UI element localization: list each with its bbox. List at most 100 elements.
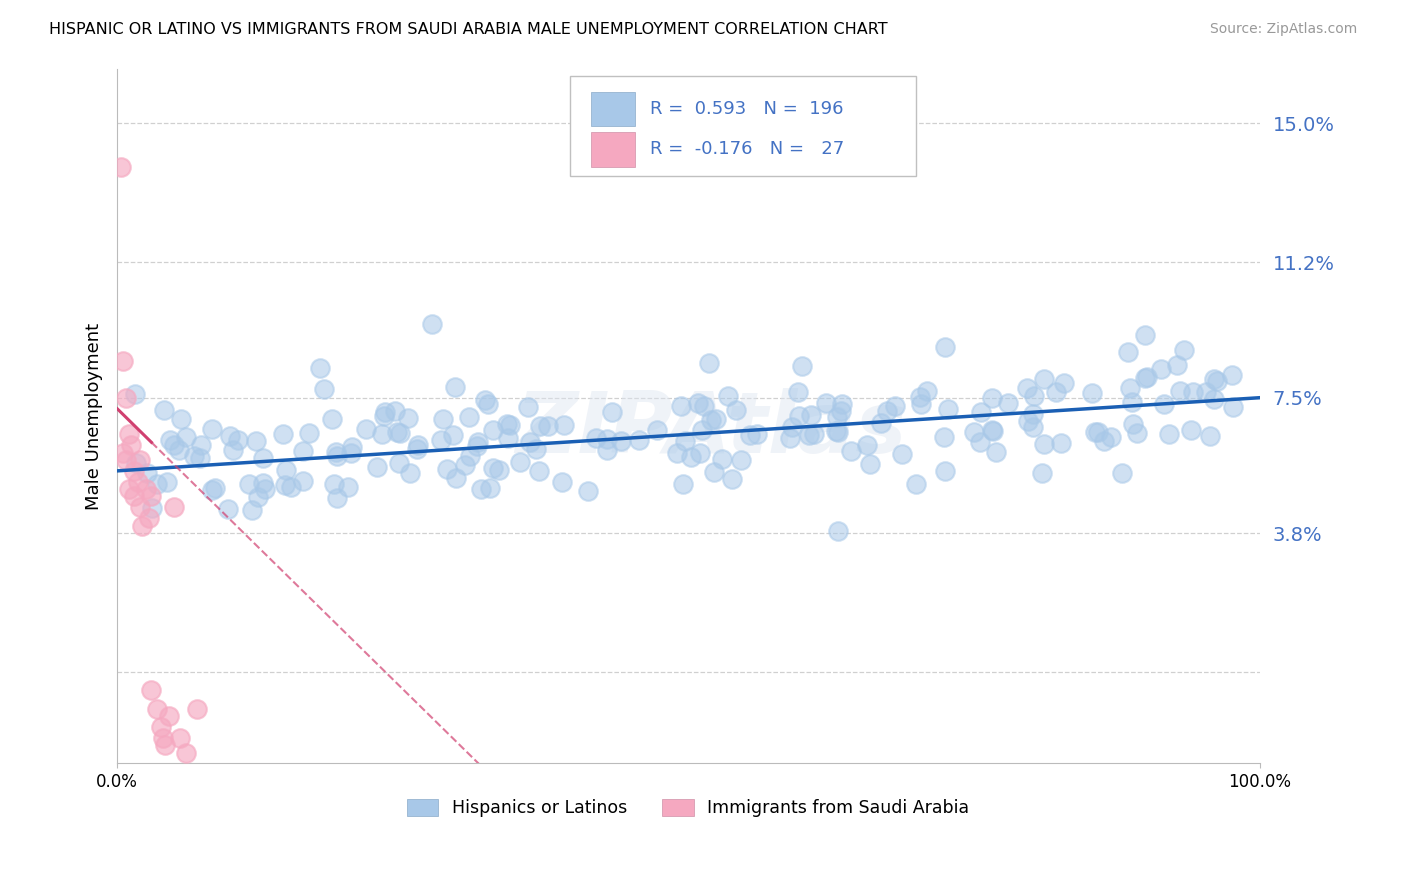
Point [553, 418, 575, 433]
Point [163, 438, 186, 452]
Point [321, 412, 343, 426]
Point [1087, 425, 1109, 439]
Point [200, 422, 222, 436]
Point [157, 709, 180, 723]
Point [169, 412, 191, 426]
Point [146, 701, 169, 715]
Point [585, 431, 607, 445]
Point [477, 397, 499, 411]
Point [509, 455, 531, 469]
Point [479, 481, 502, 495]
Point [1150, 362, 1173, 376]
Point [699, 356, 721, 370]
Point [325, 445, 347, 459]
Point [797, 428, 820, 442]
Point [131, 518, 153, 533]
Point [529, 418, 551, 433]
Point [218, 429, 240, 443]
Text: HISPANIC OR LATINO VS IMMIGRANTS FROM SAUDI ARABIA MALE UNEMPLOYMENT CORRELATION: HISPANIC OR LATINO VS IMMIGRANTS FROM SA… [49, 22, 887, 37]
Point [690, 423, 713, 437]
Point [1122, 417, 1144, 432]
Point [204, 481, 226, 495]
Point [308, 361, 330, 376]
Point [226, 433, 249, 447]
Point [934, 340, 956, 354]
Point [117, 427, 139, 442]
Point [238, 476, 260, 491]
Point [141, 500, 163, 515]
Text: Source: ZipAtlas.com: Source: ZipAtlas.com [1209, 22, 1357, 37]
Point [790, 359, 813, 373]
Point [482, 423, 505, 437]
Point [252, 450, 274, 465]
Point [115, 391, 138, 405]
Point [856, 438, 879, 452]
Point [934, 464, 956, 478]
Point [665, 446, 688, 460]
Point [138, 511, 160, 525]
Point [125, 456, 148, 470]
Point [495, 417, 517, 431]
Point [859, 457, 882, 471]
Point [388, 425, 411, 440]
Point [111, 445, 134, 459]
Point [444, 471, 467, 485]
Point [436, 462, 458, 476]
Point [245, 434, 267, 449]
Point [152, 731, 174, 745]
Point [124, 464, 146, 478]
Point [454, 458, 477, 472]
Point [474, 392, 496, 407]
Point [146, 477, 169, 491]
Text: R =  0.593   N =  196: R = 0.593 N = 196 [650, 100, 844, 118]
Point [163, 500, 186, 515]
Point [443, 380, 465, 394]
Point [467, 435, 489, 450]
Point [825, 425, 848, 439]
Point [152, 402, 174, 417]
Point [717, 388, 740, 402]
Point [1125, 425, 1147, 440]
Point [340, 440, 363, 454]
Point [141, 683, 163, 698]
Point [388, 456, 411, 470]
Point [936, 402, 959, 417]
Point [441, 427, 464, 442]
Point [1205, 374, 1227, 388]
Point [1021, 419, 1043, 434]
Point [519, 435, 541, 450]
Point [356, 422, 378, 436]
Point [803, 427, 825, 442]
Point [458, 449, 481, 463]
Y-axis label: Male Unemployment: Male Unemployment [86, 322, 103, 509]
Point [408, 437, 430, 451]
Bar [592, 92, 634, 127]
Point [596, 432, 619, 446]
Point [254, 482, 277, 496]
Point [891, 447, 914, 461]
Point [135, 482, 157, 496]
Point [470, 482, 492, 496]
Point [839, 443, 862, 458]
Point [159, 433, 181, 447]
Point [689, 446, 711, 460]
Point [1099, 430, 1122, 444]
Point [780, 420, 803, 434]
Point [111, 354, 134, 368]
Point [167, 442, 190, 457]
Point [1081, 386, 1104, 401]
Point [1153, 397, 1175, 411]
Point [465, 439, 488, 453]
Point [986, 445, 1008, 459]
Point [127, 475, 149, 489]
Point [1015, 381, 1038, 395]
Point [1133, 328, 1156, 343]
Point [1111, 466, 1133, 480]
Point [374, 405, 396, 419]
Point [645, 423, 668, 437]
Point [136, 467, 159, 481]
Point [240, 502, 263, 516]
Point [883, 399, 905, 413]
Point [700, 413, 723, 427]
Point [876, 404, 898, 418]
